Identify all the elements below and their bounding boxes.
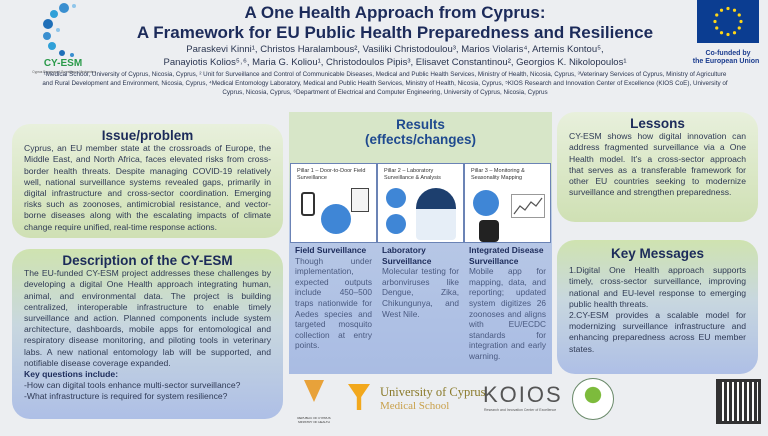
question-2: -What infrastructure is required for sys…: [24, 391, 228, 402]
issue-text: Cyprus, an EU member state at the crossr…: [24, 143, 271, 232]
pillar-3-card: Pillar 3 – Monitoring & Seasonality Mapp…: [464, 163, 551, 243]
lessons-text: CY-ESM shows how digital innovation can …: [569, 131, 746, 198]
eu-label-line2: the European Union: [692, 58, 760, 65]
key-questions-label: Key questions include:: [24, 369, 119, 380]
pillar-1-label: Pillar 1 – Door-to-Door Field Surveillan…: [297, 168, 366, 181]
eu-star: [726, 32, 730, 37]
cyprus-coat-of-arms-icon: [304, 380, 324, 402]
results-title-line1: Results: [396, 117, 445, 132]
eu-star: [726, 6, 730, 11]
eu-star: [715, 26, 719, 30]
field-surveillance-heading: Field Surveillance: [295, 245, 367, 255]
mosquito-icon: [386, 188, 406, 208]
results-panel: Results (effects/changes): [289, 112, 552, 374]
lab-surveillance-heading: Laboratory Surveillance: [382, 245, 432, 266]
integrated-surveillance-text: Mobile app for mapping, data, and report…: [469, 266, 546, 361]
eu-stars-icon: [713, 6, 743, 37]
eu-star: [719, 8, 724, 12]
result-col-1: Field Surveillance Though under implemen…: [290, 243, 377, 353]
ucy-school: Medical School: [380, 400, 450, 412]
lessons-title: Lessons: [630, 116, 685, 131]
integrated-surveillance-heading: Integrated Disease Surveillance: [469, 245, 544, 266]
eu-star: [732, 31, 737, 35]
question-1: -How can digital tools enhance multi-sec…: [24, 380, 241, 391]
issue-title: Issue/problem: [101, 128, 194, 143]
pillar-3-label: Pillar 3 – Monitoring & Seasonality Mapp…: [471, 168, 525, 181]
description-title: Description of the CY-ESM: [62, 253, 233, 268]
phone-icon: [301, 192, 315, 216]
ucy-emblem-icon: [348, 384, 370, 410]
lab-surveillance-text: Molecular testing for arbonviruses like …: [382, 266, 459, 319]
line-chart-icon: [511, 194, 545, 218]
results-title-line2: (effects/changes): [364, 132, 477, 147]
description-text: The EU-funded CY-ESM project addresses t…: [24, 268, 271, 368]
mosquito-icon: [321, 204, 351, 234]
pillar-2-card: Pillar 2 – Laboratory Surveillance & Ana…: [377, 163, 464, 243]
scientist-microscope-icon: [416, 188, 456, 240]
authors-line1: Paraskevi Kinni¹, Christos Haralambous²,…: [186, 44, 604, 55]
result-col-3: Integrated Disease Surveillance Mobile a…: [464, 243, 551, 364]
description-box: Description of the CY-ESM The EU-funded …: [12, 249, 283, 419]
ucy-name: University of Cyprus: [380, 385, 486, 399]
qr-code[interactable]: [716, 379, 761, 424]
eu-star: [715, 13, 719, 17]
lessons-box: Lessons CY-ESM shows how digital innovat…: [557, 112, 758, 222]
key-messages-box: Key Messages 1.Digital One Health approa…: [557, 240, 758, 374]
eu-star: [732, 8, 737, 12]
eu-star: [719, 31, 724, 35]
affiliations: ¹Medical School, University of Cyprus, N…: [42, 71, 728, 96]
poster-title-line2: A Framework for EU Public Health Prepare…: [136, 23, 654, 42]
eu-star: [713, 19, 717, 24]
mosquito-icon: [386, 214, 406, 234]
key-message-1: 1.Digital One Health approach supports t…: [569, 265, 746, 309]
trap-icon: [479, 220, 499, 242]
logo-text: CY-ESM: [43, 58, 83, 69]
pillar-1-card: Pillar 1 – Door-to-Door Field Surveillan…: [290, 163, 377, 243]
eu-star: [737, 26, 741, 30]
eu-star: [737, 13, 741, 17]
result-col-2: Laboratory Surveillance Molecular testin…: [377, 243, 464, 321]
kios-logo-text: KOIOS: [483, 382, 563, 407]
clipboard-icon: [351, 188, 369, 212]
field-surveillance-text: Though under implementation, expected ou…: [295, 255, 372, 351]
moh-label: REPUBLIC OF CYPRUS MINISTRY OF HEALTH: [297, 416, 331, 424]
authors-line2: Panayiotis Kolios⁵˒⁶, Maria G. Koliou¹, …: [163, 57, 627, 68]
pillar-2-label: Pillar 2 – Laboratory Surveillance & Ana…: [384, 168, 441, 181]
mosquito-icon: [473, 190, 499, 216]
cy-esm-logo-icon: [43, 3, 76, 57]
footer-logos: REPUBLIC OF CYPRUS MINISTRY OF HEALTH Un…: [290, 376, 768, 432]
key-messages-title: Key Messages: [610, 246, 705, 261]
poster-title-line1: A One Health Approach from Cyprus:: [244, 3, 546, 22]
cy-esm-logo: [38, 0, 88, 62]
eu-label-line1: Co-funded by: [705, 50, 751, 57]
kios-subtitle: Research and Innovation Center of Excell…: [484, 408, 557, 412]
eu-flag: [697, 0, 759, 43]
logo-subtitle: Cyprus Empowered Surveillance Mechanism: [32, 70, 96, 74]
key-message-2: 2.CY-ESM provides a scalable model for m…: [569, 310, 746, 354]
eu-star: [739, 19, 743, 24]
one-health-leaf-logo-icon: [572, 378, 614, 420]
issue-box: Issue/problem Cyprus, an EU member state…: [12, 124, 283, 238]
